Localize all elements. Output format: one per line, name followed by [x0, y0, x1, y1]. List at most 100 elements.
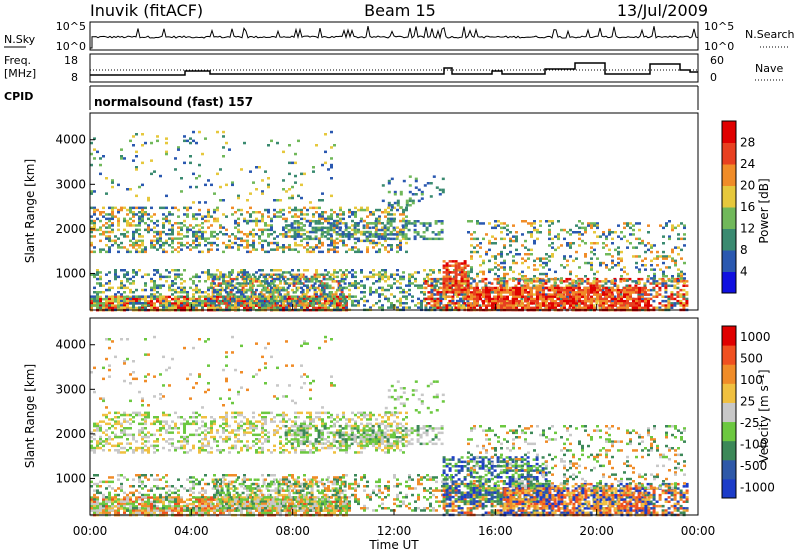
power-cell	[246, 233, 249, 236]
power-cell	[138, 302, 141, 305]
power-cell	[530, 279, 533, 282]
power-cell	[117, 295, 120, 298]
power-cell	[330, 146, 333, 149]
power-cell	[548, 289, 551, 292]
power-cell	[488, 239, 491, 243]
power-cell	[171, 250, 174, 254]
power-cell	[283, 280, 287, 283]
power-cell	[159, 230, 162, 234]
power-cell	[204, 291, 207, 294]
power-cell	[144, 222, 147, 225]
power-cell	[123, 273, 126, 276]
power-cell	[293, 228, 297, 232]
power-cell	[249, 213, 252, 216]
power-cell	[436, 299, 440, 303]
power-cell	[339, 226, 342, 229]
power-cell	[129, 208, 132, 212]
power-cell	[198, 295, 201, 298]
power-cell	[312, 250, 315, 254]
power-cell	[159, 239, 162, 243]
power-cell	[168, 295, 171, 299]
power-cell	[629, 289, 632, 292]
power-cell	[228, 235, 231, 238]
power-cell	[635, 286, 638, 290]
power-cell	[126, 295, 129, 298]
power-cell	[294, 213, 297, 216]
power-cell	[626, 224, 629, 227]
power-cell	[442, 260, 446, 263]
power-cell	[192, 304, 195, 307]
power-cell	[180, 190, 183, 193]
power-cell	[386, 228, 390, 232]
power-cell	[249, 233, 252, 236]
power-cell	[372, 213, 375, 216]
power-cell	[192, 130, 195, 134]
power-cell	[530, 235, 533, 238]
power-cell	[437, 233, 441, 236]
power-cell	[195, 291, 198, 294]
power-cell	[620, 300, 623, 303]
power-cell	[195, 306, 198, 310]
power-cell	[533, 228, 536, 232]
power-cell	[647, 293, 650, 296]
power-cell	[306, 306, 309, 310]
power-cell	[625, 277, 629, 281]
power-cell	[99, 304, 102, 307]
power-cell	[284, 235, 288, 238]
velocity-cell	[96, 505, 99, 508]
power-cell	[604, 280, 608, 283]
power-cell	[120, 233, 123, 236]
power-cell	[557, 291, 560, 294]
power-cell	[466, 282, 470, 285]
power-cell	[387, 204, 391, 207]
power-cell	[584, 289, 587, 292]
power-cell	[634, 280, 638, 283]
power-cell	[249, 275, 252, 279]
power-cell	[351, 282, 354, 285]
power-cell	[174, 300, 177, 303]
power-cell	[189, 155, 192, 158]
power-cell	[168, 244, 171, 247]
power-cell	[259, 293, 263, 296]
power-cell	[351, 211, 354, 214]
power-cell	[430, 293, 434, 296]
power-cell	[328, 284, 332, 287]
power-cell	[322, 282, 326, 285]
power-cell	[617, 235, 620, 238]
power-cell	[297, 233, 300, 236]
power-cell	[306, 277, 309, 281]
power-cell	[436, 306, 440, 309]
power-cell	[261, 302, 264, 305]
power-cell	[168, 219, 171, 223]
power-cell	[120, 246, 123, 249]
power-cell	[293, 235, 297, 238]
power-cell	[129, 206, 132, 210]
power-cell	[360, 269, 363, 272]
power-cell	[240, 237, 243, 240]
power-cell	[451, 264, 455, 267]
power-cell	[201, 217, 204, 221]
power-cell	[225, 286, 228, 290]
power-cell	[210, 299, 213, 303]
power-cell	[448, 277, 452, 281]
power-cell	[342, 293, 345, 296]
power-cell	[634, 284, 638, 287]
power-cell	[683, 272, 686, 276]
power-cell	[138, 250, 141, 254]
power-cell	[518, 300, 521, 303]
power-cell	[318, 297, 321, 301]
power-cell	[611, 266, 614, 269]
power-cell	[357, 208, 360, 212]
power-cell	[420, 299, 423, 303]
power-cell	[183, 306, 186, 310]
power-cell	[141, 206, 144, 210]
power-cell	[105, 235, 108, 238]
power-cell	[656, 257, 659, 260]
power-cell	[632, 246, 635, 249]
power-cell	[381, 293, 384, 296]
power-cell	[593, 272, 596, 276]
power-cell	[162, 304, 165, 307]
power-cell	[309, 201, 312, 204]
power-cell	[572, 293, 575, 296]
power-cell	[538, 291, 542, 294]
